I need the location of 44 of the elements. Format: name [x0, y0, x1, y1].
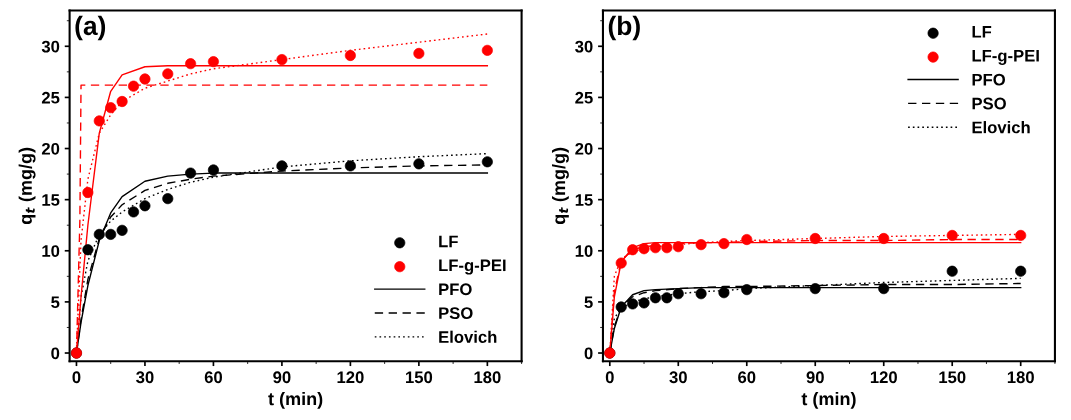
x-axis-title: t (min) [268, 392, 323, 409]
y-axis-title: q$_{t}$ (mg/g) [18, 147, 36, 225]
legend-label: LF [439, 235, 458, 248]
x-tick-label: 0 [72, 371, 81, 384]
x-tick-label: 180 [1007, 371, 1034, 384]
legend-label: PFO [439, 283, 472, 296]
x-tick-label: 60 [204, 371, 223, 384]
y-tick-label: 30 [41, 40, 60, 53]
x-tick-label: 60 [738, 371, 756, 384]
y-tick-label: 20 [41, 142, 60, 155]
y-tick-label: 20 [575, 142, 593, 155]
annotation: (a) [75, 15, 106, 41]
x-tick-label: 120 [337, 371, 364, 384]
x-tick-label: 120 [870, 371, 897, 384]
legend-label: PSO [439, 307, 473, 320]
x-tick-label: 90 [273, 371, 291, 384]
legend-label: Elovich [972, 121, 1030, 134]
legend-label: LF [972, 26, 992, 38]
y-tick-label: 5 [51, 296, 60, 309]
y-axis-title: q$_{t}$ (mg/g) [551, 147, 569, 225]
legend-label: PFO [972, 73, 1005, 86]
y-tick-label: 15 [42, 194, 60, 206]
x-tick-label: 90 [806, 371, 824, 384]
x-tick-label: 0 [605, 371, 614, 384]
y-tick-label: 10 [42, 245, 60, 257]
y-tick-label: 30 [575, 40, 593, 53]
legend-label: Elovich [439, 330, 497, 343]
x-tick-label: 150 [406, 371, 433, 384]
legend-label: LF-g-PEI [972, 49, 1039, 65]
x-tick-label: 180 [474, 371, 501, 384]
legend-label: LF-g-PEI [439, 259, 506, 275]
y-tick-label: 5 [584, 296, 593, 309]
x-tick-label: 150 [939, 371, 966, 384]
y-tick-label: 25 [41, 91, 60, 104]
y-tick-label: 10 [575, 245, 593, 257]
x-axis-title: t (min) [801, 392, 856, 409]
y-tick-label: 0 [584, 347, 593, 360]
y-tick-label: 15 [575, 194, 593, 206]
y-tick-label: 25 [575, 91, 593, 104]
legend-label: PSO [972, 97, 1006, 110]
x-tick-label: 30 [669, 371, 687, 384]
x-tick-label: 30 [136, 371, 154, 384]
annotation: (b) [608, 15, 640, 41]
y-tick-label: 0 [51, 347, 60, 360]
